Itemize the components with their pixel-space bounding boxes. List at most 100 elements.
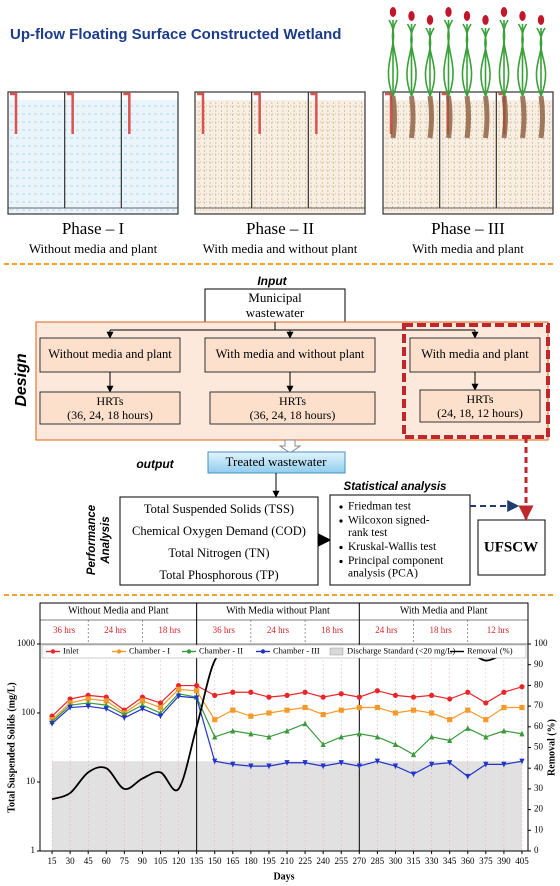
output: Treated wastewater (226, 454, 328, 469)
point (302, 704, 308, 711)
point (338, 707, 344, 713)
point (501, 727, 507, 734)
point (338, 760, 344, 766)
tank-outline (194, 91, 366, 215)
point (429, 710, 435, 716)
point (266, 710, 272, 716)
input-label: Input (257, 274, 287, 288)
x-tick-label: 330 (425, 856, 439, 866)
plant-root (427, 95, 434, 139)
hrt-title: HRTs (96, 394, 123, 408)
flower (408, 11, 415, 21)
point (49, 721, 55, 727)
point (302, 689, 308, 695)
highlight-frame (402, 323, 550, 439)
x-tick-label: 195 (262, 856, 276, 866)
plant-root (409, 95, 416, 139)
pipe (66, 92, 74, 134)
y2-tick-label: 70 (534, 700, 544, 710)
y-tick-label: 1000 (17, 638, 36, 648)
point (465, 773, 471, 780)
plant-leaf (480, 27, 487, 97)
period-name: With Media and Plant (400, 605, 488, 616)
performance-item: Total Suspended Solids (TSS) (144, 502, 294, 516)
point (194, 695, 200, 702)
point (483, 761, 489, 768)
phase-name: Phase – III (431, 219, 505, 238)
point (320, 763, 326, 770)
performance-label: Performance (86, 504, 98, 575)
legend-marker (116, 649, 122, 654)
x-tick-label: 300 (389, 856, 403, 866)
legend-label: Chamber - I (129, 645, 170, 655)
performance-item: Total Nitrogen (TN) (168, 546, 269, 560)
point (356, 763, 362, 770)
plant-leaf (521, 23, 528, 97)
x-tick-label: 75 (120, 856, 130, 866)
tank-water (195, 100, 365, 214)
point (248, 713, 254, 719)
x-tick-label: 225 (298, 856, 312, 866)
y2-tick-label: 90 (534, 659, 544, 669)
point (284, 692, 290, 698)
plant-leaf (443, 19, 450, 97)
performance-item: Chemical Oxygen Demand (COD) (132, 524, 306, 538)
x-tick-label: 375 (479, 856, 493, 866)
point (410, 707, 417, 713)
hrt-label: 18 hrs (321, 625, 344, 635)
pipe (310, 92, 318, 134)
y2-tick-label: 30 (534, 783, 544, 793)
point (338, 691, 344, 697)
hrt-title: HRTs (466, 392, 493, 406)
point (429, 692, 435, 698)
flower (426, 15, 434, 25)
point (266, 763, 272, 770)
point (230, 761, 236, 768)
point (284, 707, 290, 713)
plant-leaf (391, 19, 399, 97)
y2-axis-title: Removal (%) (546, 719, 557, 776)
point (465, 725, 471, 731)
hrt-label: 24 hrs (375, 625, 398, 635)
result: UFSCW (484, 539, 538, 555)
hrt-label: 24 hrs (104, 625, 127, 635)
plant-leaf (424, 27, 432, 97)
point (302, 720, 308, 727)
pipe (253, 92, 261, 134)
flower (463, 11, 471, 21)
y2-tick-label: 10 (534, 824, 544, 834)
flower (389, 7, 397, 17)
hrt-values: (36, 24, 18 hours) (250, 408, 336, 422)
x-tick-label: 180 (244, 856, 258, 866)
legend-marker (260, 649, 266, 654)
x-tick-label: 270 (353, 856, 367, 866)
hrt-box (419, 389, 541, 423)
phase-description: With media and without plant (203, 241, 358, 256)
point (447, 717, 453, 723)
hrt-values: (24, 18, 12 hours) (437, 406, 523, 420)
period-name: Without Media and Plant (68, 605, 169, 616)
point (320, 694, 326, 700)
point (483, 733, 489, 740)
point (374, 704, 380, 711)
point (519, 758, 525, 765)
point (157, 713, 164, 720)
point (519, 730, 525, 737)
y-axis-title: Total Suspended Solids (mg/L) (6, 682, 17, 813)
legend-label: Chamber - III (273, 645, 320, 655)
point (266, 694, 272, 700)
bullet (339, 545, 343, 550)
point (212, 758, 218, 765)
plant-leaf (539, 27, 547, 97)
phase-description: With media and plant (412, 241, 524, 256)
point (392, 692, 399, 698)
point (519, 684, 525, 690)
y2-tick-label: 60 (534, 721, 544, 731)
input-line: Municipal (248, 290, 302, 305)
plant-leaf (387, 19, 395, 97)
point (429, 733, 435, 740)
point (320, 711, 326, 718)
x-tick-label: 45 (84, 856, 94, 866)
point (356, 704, 362, 711)
point (410, 771, 417, 778)
